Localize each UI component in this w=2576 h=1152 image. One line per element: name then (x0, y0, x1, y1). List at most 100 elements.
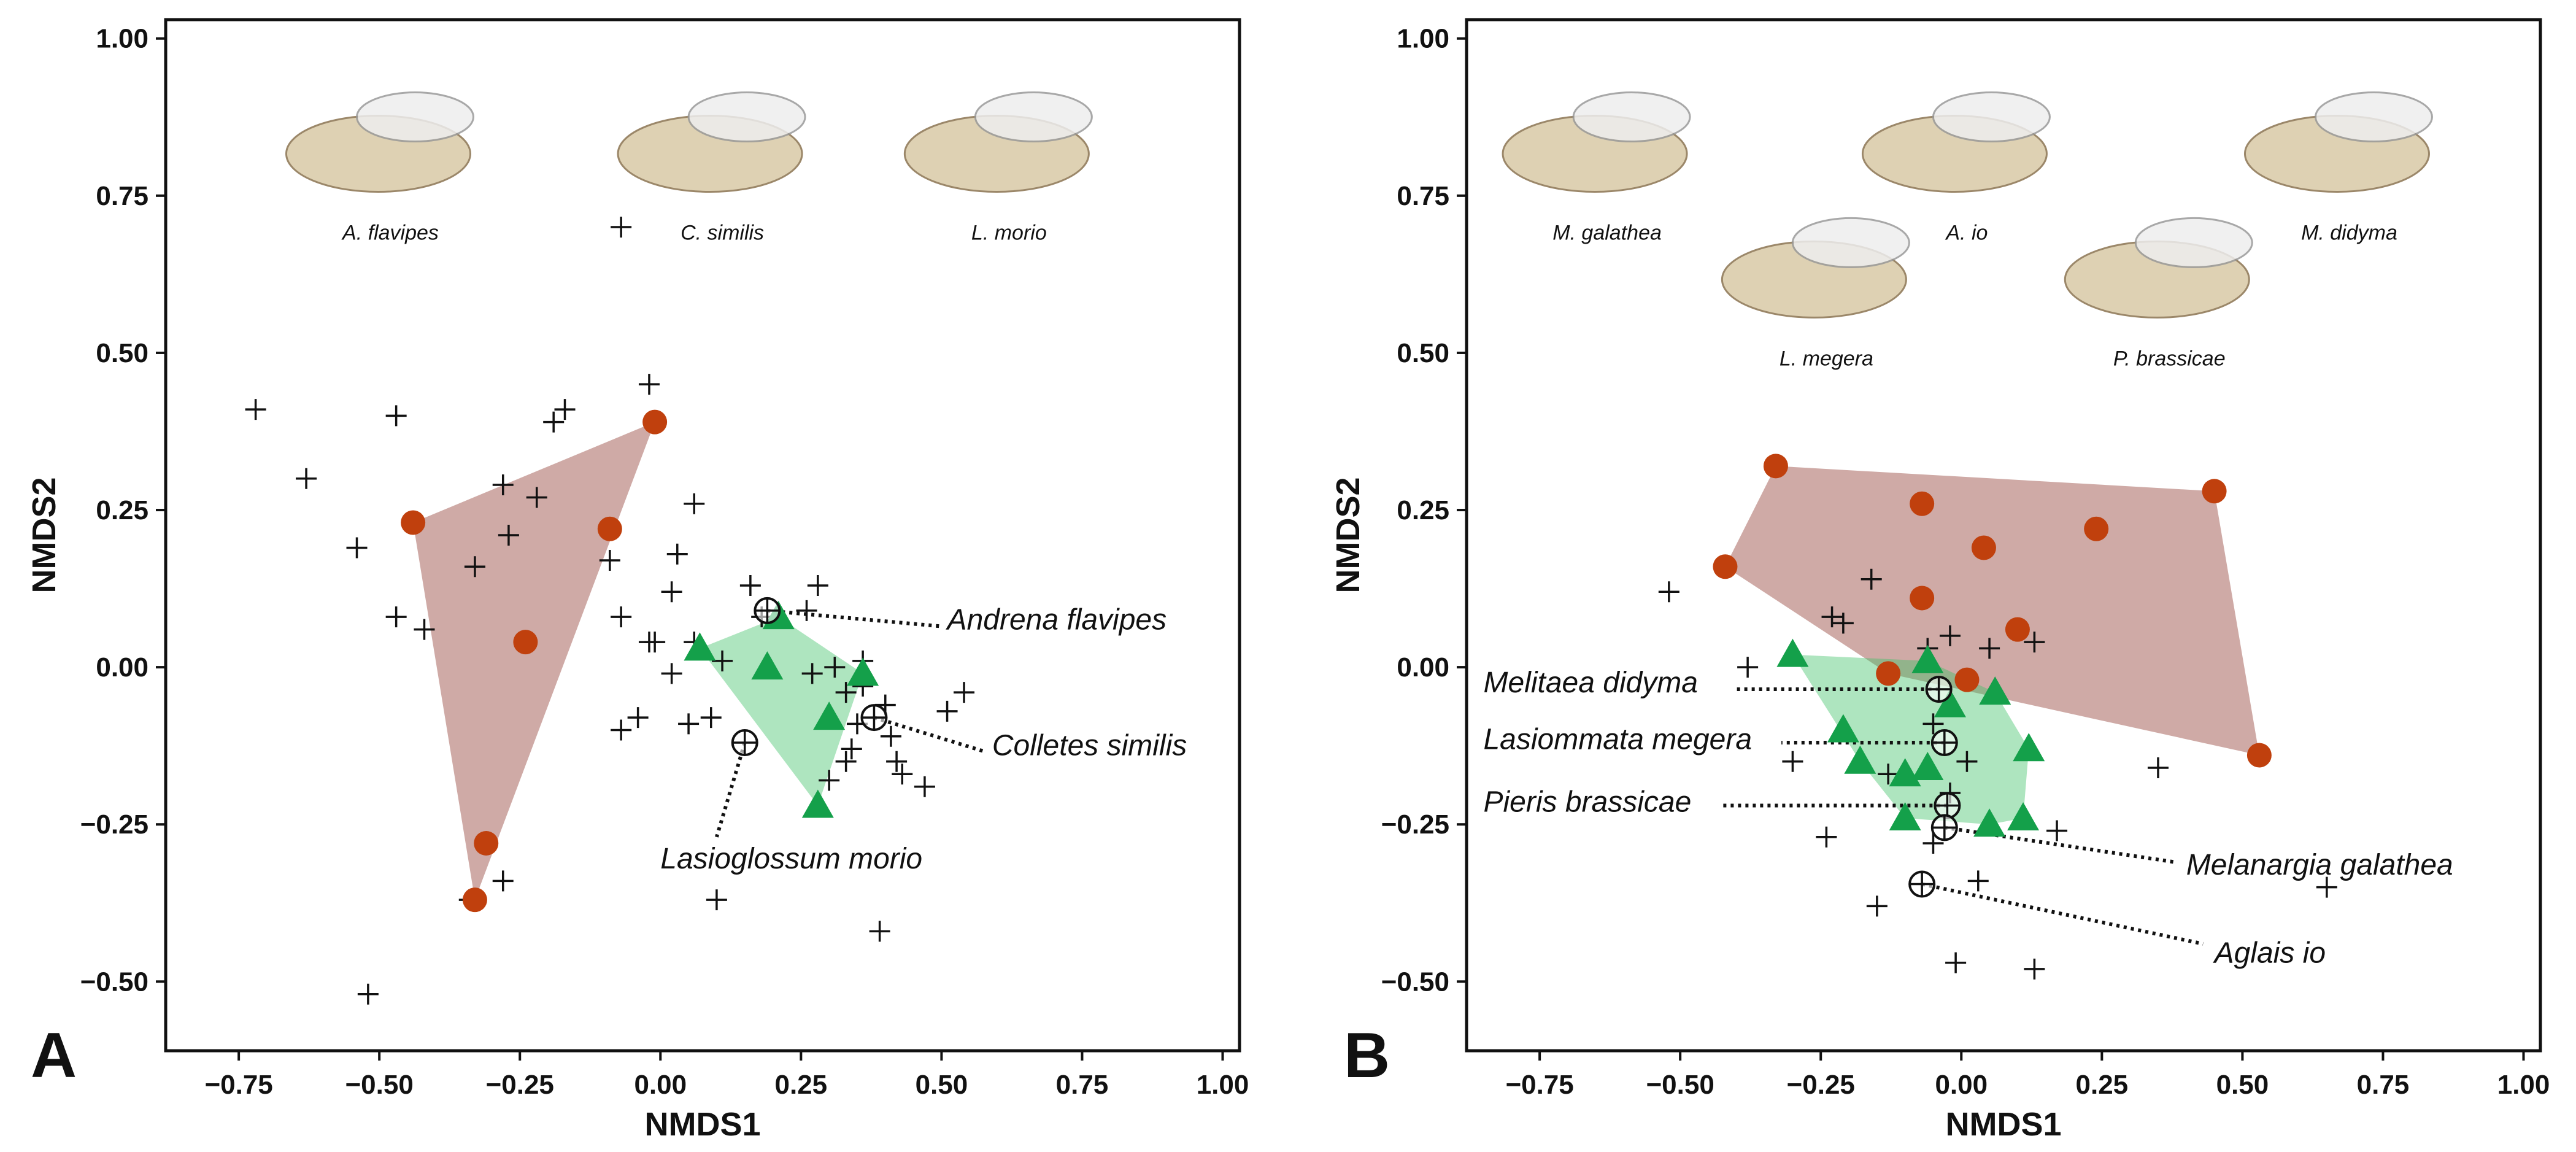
plant-point (1945, 952, 1967, 973)
species-annotation: Aglais io (2213, 937, 2326, 970)
species-marker-cross (732, 730, 757, 756)
aglais-io-photo (1861, 91, 2051, 193)
andrena-flavipes-photo (285, 91, 474, 193)
plant-point (835, 682, 857, 703)
panel-letter: A (31, 1020, 77, 1091)
species-marker (754, 597, 781, 624)
plant-point (1866, 895, 1888, 917)
y-tick-label: −0.25 (1381, 810, 1449, 840)
image-caption: A. flavipes (341, 222, 439, 245)
plant-point (2046, 820, 2068, 841)
species-marker (1930, 729, 1958, 757)
group-a-point (597, 516, 622, 541)
plant-point (357, 983, 379, 1005)
plant-point (1782, 751, 1803, 772)
plant-point (1821, 606, 1843, 628)
group-b-point (684, 632, 716, 661)
plant-point (712, 650, 733, 671)
group-b-point (1776, 638, 1809, 667)
plant-point (644, 632, 666, 653)
insect-wing-icon (1572, 91, 1691, 143)
plant-point (678, 713, 700, 735)
plant-point (2024, 958, 2045, 980)
group-a-point (474, 830, 499, 856)
species-marker-cross (755, 598, 780, 623)
x-tick-label: −0.75 (204, 1070, 272, 1100)
y-tick-label: 0.25 (96, 495, 148, 525)
plant-point (1861, 568, 1882, 590)
group-b-hull (1792, 654, 2029, 825)
pieris-brassicae-photo (2064, 217, 2253, 319)
plant-point (1979, 638, 2000, 659)
plant-point (554, 399, 576, 420)
plant-point (1939, 625, 1961, 646)
species-annotation: Melanargia galathea (2186, 849, 2453, 881)
plant-point (880, 725, 901, 747)
plant-point (1956, 751, 1978, 772)
group-a-point (401, 510, 426, 535)
group-b-point (801, 789, 834, 818)
plant-point (2147, 757, 2169, 779)
group-a-point (1713, 554, 1738, 579)
group-a-point (1763, 454, 1788, 479)
plant-point (666, 543, 688, 565)
plant-point (638, 374, 660, 395)
x-tick-label: 1.00 (1197, 1070, 1249, 1100)
x-axis-title: NMDS1 (1945, 1106, 2061, 1143)
insect-wing-icon (1791, 217, 1910, 268)
plant-point (706, 889, 727, 911)
x-tick-label: 0.00 (634, 1070, 687, 1100)
plant-point (492, 870, 514, 892)
plant-point (841, 738, 862, 760)
image-caption: L. megera (1780, 347, 1873, 370)
plant-point (892, 763, 913, 785)
plant-point (245, 399, 266, 420)
plant-point (661, 663, 682, 684)
species-marker (1908, 870, 1936, 898)
plant-point (1832, 613, 1854, 634)
plant-point (492, 474, 514, 496)
group-a-point (1971, 535, 1996, 560)
plant-point (807, 574, 828, 596)
y-tick-label: 1.00 (1397, 24, 1449, 54)
group-b-point (1911, 752, 1944, 781)
panel-a: −0.75 −0.50 −0.25 0.00 0.25 0.50 0.75 1.00 −0.50… (26, 18, 1249, 1143)
group-a-point (1910, 586, 1935, 611)
plant-point (385, 405, 407, 427)
plant-point (611, 719, 632, 741)
group-a-point (2246, 743, 2272, 768)
image-caption: C. similis (681, 222, 764, 245)
x-tick-label: −0.75 (1505, 1070, 1573, 1100)
plant-point (543, 411, 565, 433)
x-tick-label: 0.00 (1935, 1070, 1988, 1100)
insect-wing-icon (1932, 91, 2051, 143)
plant-point (498, 525, 519, 546)
species-marker-cross (1932, 815, 1957, 840)
group-a-hull (413, 422, 655, 900)
y-tick-label: 0.50 (96, 338, 148, 368)
species-marker-cross (862, 705, 887, 730)
group-b-point (1911, 644, 1944, 673)
x-tick-label: 0.50 (916, 1070, 968, 1100)
colletes-similis-photo (617, 91, 806, 193)
plant-point (801, 663, 823, 684)
image-caption: P. brassicae (2113, 347, 2226, 370)
group-b-hull (700, 617, 863, 806)
insect-wing-icon (2314, 91, 2433, 143)
group-b-point (1979, 676, 2011, 705)
plant-point (464, 556, 485, 578)
species-marker-cross (1910, 872, 1935, 897)
plant-point (2024, 632, 2045, 653)
plant-point (526, 487, 547, 508)
group-b-point (1889, 802, 1921, 830)
x-tick-label: 0.75 (1056, 1070, 1109, 1100)
group-b-point (1973, 808, 2006, 837)
group-a-point (513, 630, 538, 655)
plant-point (296, 468, 317, 489)
plant-point (700, 707, 722, 729)
melitaea-didyma-photo (2243, 91, 2433, 193)
y-tick-label: −0.50 (1381, 967, 1449, 997)
plot-frame (1465, 18, 2542, 1053)
group-b-point (1934, 689, 1966, 717)
